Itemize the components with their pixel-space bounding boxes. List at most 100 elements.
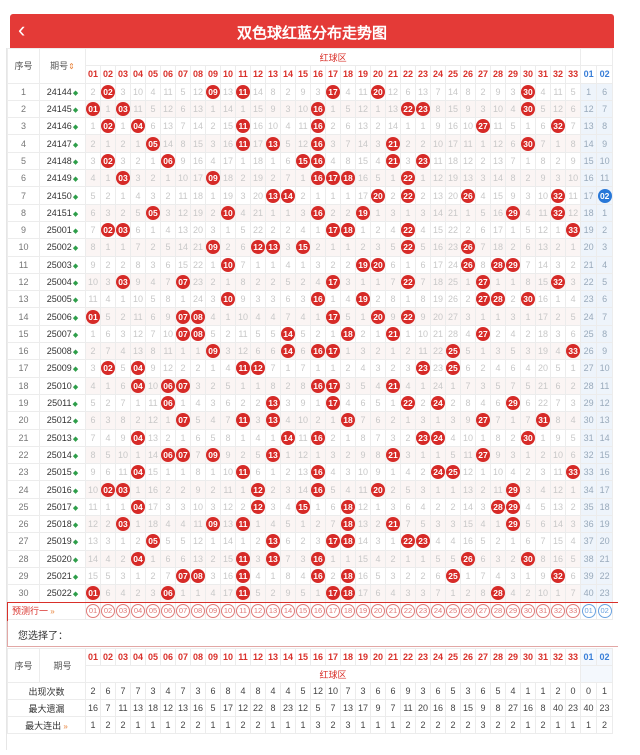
predict-cell[interactable]: 02 — [596, 601, 614, 620]
miss-count: 4 — [195, 398, 201, 409]
stats-table: 序号 期号 01 02 03 04 05 06 07 08 09 10 11 12 13 14 15 16 17 18… — [7, 648, 613, 734]
predict-red-toggle[interactable]: 08 — [191, 603, 205, 618]
predict-cell[interactable]: 11 — [235, 601, 251, 620]
red-cell: 18 — [340, 220, 356, 240]
red-cell: 10 — [265, 117, 281, 136]
red-cell: 3 — [295, 549, 311, 568]
predict-red-toggle[interactable]: 23 — [416, 603, 430, 618]
predict-cell[interactable]: 18 — [340, 601, 356, 620]
miss-count: 6 — [255, 346, 261, 357]
predict-red-toggle[interactable]: 01 — [86, 603, 100, 618]
predict-cell[interactable]: 30 — [520, 601, 536, 620]
predict-cell[interactable]: 10 — [220, 601, 236, 620]
predict-red-toggle[interactable]: 06 — [161, 603, 175, 618]
predict-cell[interactable]: 05 — [145, 601, 161, 620]
sort-icon[interactable]: ⇕ — [68, 62, 75, 72]
predict-red-toggle[interactable]: 29 — [506, 603, 520, 618]
predict-cell[interactable]: 22 — [400, 601, 416, 620]
red-cell: 27 — [445, 307, 461, 326]
predict-cell[interactable]: 02 — [100, 601, 116, 620]
predict-red-toggle[interactable]: 17 — [326, 603, 340, 618]
red-cell: 6 — [370, 584, 386, 603]
predict-cell[interactable]: 15 — [295, 601, 311, 620]
stats-chevron-icon[interactable]: » — [61, 721, 68, 731]
blue-miss-count: 7 — [602, 311, 608, 322]
predict-red-toggle[interactable]: 20 — [371, 603, 385, 618]
predict-red-toggle[interactable]: 26 — [461, 603, 475, 618]
miss-count: 1 — [405, 294, 411, 305]
miss-count: 10 — [132, 86, 143, 97]
stats-value: 1 — [145, 716, 161, 734]
predict-red-toggle[interactable]: 05 — [146, 603, 160, 618]
predict-cell[interactable]: 31 — [535, 601, 551, 620]
miss-count: 3 — [195, 380, 201, 391]
predict-cell[interactable]: 01 — [85, 601, 101, 620]
predict-cell[interactable]: 28 — [490, 601, 506, 620]
predict-cell[interactable]: 07 — [175, 601, 191, 620]
predict-cell[interactable]: 26 — [460, 601, 476, 620]
predict-cell[interactable]: 24 — [430, 601, 446, 620]
predict-red-toggle[interactable]: 07 — [176, 603, 190, 618]
predict-red-toggle[interactable]: 12 — [251, 603, 265, 618]
blue-cell: 11 — [596, 376, 614, 395]
predict-red-toggle[interactable]: 30 — [521, 603, 535, 618]
predict-red-toggle[interactable]: 28 — [491, 603, 505, 618]
predict-red-toggle[interactable]: 32 — [551, 603, 565, 618]
predict-red-toggle[interactable]: 16 — [311, 603, 325, 618]
predict-cell[interactable]: 12 — [250, 601, 266, 620]
predict-cell[interactable]: 09 — [205, 601, 221, 620]
predict-red-toggle[interactable]: 27 — [476, 603, 490, 618]
miss-count: 1 — [180, 346, 186, 357]
predict-red-toggle[interactable]: 22 — [401, 603, 415, 618]
miss-count: 8 — [165, 294, 171, 305]
predict-red-toggle[interactable]: 10 — [221, 603, 235, 618]
predict-cell[interactable]: 04 — [130, 601, 146, 620]
predict-red-toggle[interactable]: 02 — [101, 603, 115, 618]
predict-cell[interactable]: 27 — [475, 601, 491, 620]
red-cell: 6 — [280, 151, 296, 171]
predict-cell[interactable]: 08 — [190, 601, 206, 620]
blue-cell: 1 — [596, 203, 614, 222]
predict-cell[interactable]: 20 — [370, 601, 386, 620]
predict-red-toggle[interactable]: 25 — [446, 603, 460, 618]
predict-cell[interactable]: 14 — [280, 601, 296, 620]
trend-chart-scroll-area[interactable]: 序号 期号⇕ 红球区 01 02 03 04 05 06 07 08 09 10 11 12 13 14 15 16… — [6, 48, 618, 750]
predict-cell[interactable]: 25 — [445, 601, 461, 620]
red-ball: 18 — [341, 171, 355, 186]
predict-cell[interactable]: 33 — [564, 601, 582, 620]
predict-red-toggle[interactable]: 09 — [206, 603, 220, 618]
predict-red-toggle[interactable]: 03 — [116, 603, 130, 618]
predict-red-toggle[interactable]: 21 — [386, 603, 400, 618]
predict-red-toggle[interactable]: 33 — [566, 603, 580, 618]
predict-red-toggle[interactable]: 18 — [341, 603, 355, 618]
red-cell: 16 — [355, 169, 371, 188]
expand-chevron-icon[interactable]: » — [48, 607, 55, 617]
predict-cell[interactable]: 03 — [115, 601, 131, 620]
predict-blue-toggle[interactable]: 02 — [597, 603, 612, 618]
col-issue-header[interactable]: 期号⇕ — [39, 48, 86, 84]
predict-cell[interactable]: 32 — [550, 601, 566, 620]
predict-red-toggle[interactable]: 19 — [356, 603, 370, 618]
predict-cell[interactable]: 01 — [580, 601, 598, 620]
predict-red-toggle[interactable]: 04 — [131, 603, 145, 618]
predict-cell[interactable]: 23 — [415, 601, 431, 620]
predict-red-toggle[interactable]: 31 — [536, 603, 550, 618]
stats-value: 3 — [460, 682, 476, 700]
predict-red-toggle[interactable]: 13 — [266, 603, 280, 618]
predict-cell[interactable]: 21 — [385, 601, 401, 620]
predict-cell[interactable]: 06 — [160, 601, 176, 620]
back-arrow-icon[interactable]: ‹ — [18, 17, 26, 42]
predict-label-cell[interactable]: 预测行一 » — [7, 601, 86, 620]
predict-red-toggle[interactable]: 15 — [296, 603, 310, 618]
predict-cell[interactable]: 17 — [325, 601, 341, 620]
predict-cell[interactable]: 13 — [265, 601, 281, 620]
red-cell: 3 — [85, 151, 101, 171]
predict-red-toggle[interactable]: 14 — [281, 603, 295, 618]
predict-cell[interactable]: 29 — [505, 601, 521, 620]
predict-red-toggle[interactable]: 24 — [431, 603, 445, 618]
predict-cell[interactable]: 19 — [355, 601, 371, 620]
predict-cell[interactable]: 16 — [310, 601, 326, 620]
miss-count: 3 — [210, 294, 216, 305]
predict-red-toggle[interactable]: 11 — [236, 603, 250, 618]
predict-blue-toggle[interactable]: 01 — [581, 603, 596, 618]
